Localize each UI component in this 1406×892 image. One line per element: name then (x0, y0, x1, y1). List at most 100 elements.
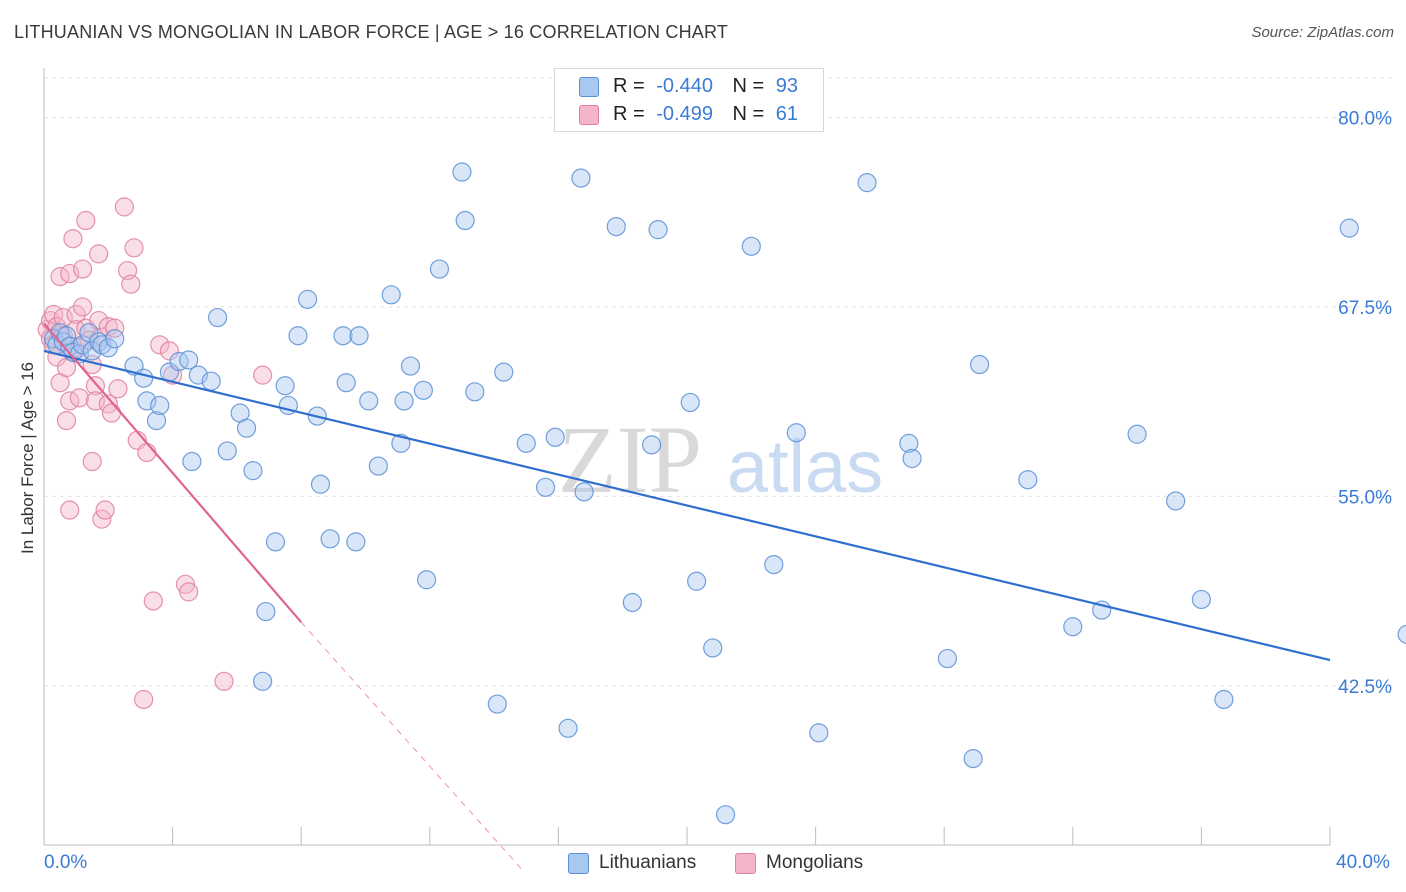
data-point (288, 326, 308, 346)
data-point (487, 694, 507, 714)
data-point (89, 332, 109, 352)
legend-swatch-lithuanians (579, 77, 599, 97)
data-point (69, 388, 89, 408)
data-point (72, 259, 93, 279)
data-point (60, 263, 80, 284)
data-point (1191, 589, 1212, 610)
y-tick-label: 80.0% (1338, 108, 1392, 129)
data-point (680, 392, 700, 413)
data-point (114, 197, 134, 217)
trendline-mongolians (43, 322, 303, 623)
data-point (969, 354, 990, 375)
data-point (256, 601, 276, 622)
data-point (899, 433, 919, 453)
r-value: -0.440 (656, 75, 713, 97)
data-point (82, 451, 102, 472)
source-note: Source: ZipAtlas.com (1251, 24, 1394, 41)
data-point (1018, 470, 1038, 490)
data-point (236, 418, 257, 438)
data-point (56, 326, 77, 346)
x-tick-min: 0.0% (44, 852, 88, 873)
y-tick-label: 67.5% (1338, 298, 1392, 319)
data-point (687, 571, 707, 591)
data-point (622, 592, 642, 613)
chart-title: LITHUANIAN VS MONGOLIAN IN LABOR FORCE |… (14, 22, 729, 42)
data-point (937, 648, 958, 669)
data-point (60, 500, 80, 520)
data-point (98, 317, 118, 337)
gridlines (44, 77, 1392, 687)
data-point (137, 442, 157, 463)
data-point (648, 220, 668, 240)
data-point (137, 391, 157, 411)
data-point (574, 482, 594, 502)
x-tick-max: 40.0% (1336, 852, 1390, 873)
data-point (1063, 617, 1083, 637)
legend-item-lithuanians[interactable]: Lithuanians (568, 852, 696, 874)
data-point (413, 380, 433, 400)
data-point (642, 435, 662, 455)
data-point (429, 259, 450, 279)
data-point (359, 391, 379, 411)
legend-swatch-mongolians (579, 105, 599, 125)
data-point (253, 671, 273, 691)
data-point (310, 474, 331, 494)
data-point (56, 411, 77, 431)
data-point (703, 638, 723, 658)
data-point (715, 805, 736, 825)
data-point (179, 582, 199, 602)
data-point (243, 461, 263, 481)
data-point (275, 376, 295, 396)
series-lithuanians (44, 162, 1406, 825)
data-point (764, 554, 784, 575)
data-point (159, 341, 179, 361)
data-point (265, 532, 286, 552)
data-point (298, 289, 318, 309)
data-point (76, 210, 96, 231)
data-point (452, 162, 472, 182)
n-value: 93 (775, 75, 799, 97)
data-point (169, 351, 189, 372)
data-point (963, 749, 983, 769)
data-point (1127, 424, 1147, 444)
data-point (134, 368, 154, 388)
r-label: R = (613, 75, 645, 97)
data-point (349, 326, 369, 346)
y-tick-label: 42.5% (1338, 677, 1392, 698)
data-point (1166, 491, 1186, 511)
data-point (455, 210, 475, 231)
trendline-lithuanians (43, 349, 1331, 662)
data-point (179, 350, 199, 370)
data-point (494, 362, 514, 382)
data-point (606, 217, 626, 237)
data-point (571, 168, 591, 188)
watermark-atlas: atlas (727, 425, 883, 508)
legend-label-mongolians: Mongolians (766, 852, 864, 873)
data-point (72, 335, 93, 355)
legend-row-mongolians: R = -0.499 N = 61 (555, 101, 823, 129)
series-legend: Lithuanians Mongolians (0, 852, 1406, 878)
trendlines (43, 322, 1331, 872)
legend-item-mongolians[interactable]: Mongolians (735, 852, 863, 874)
data-point (1214, 689, 1234, 710)
data-point (381, 285, 401, 305)
data-point (85, 376, 106, 396)
data-point (1339, 218, 1359, 238)
data-point (857, 173, 877, 193)
data-point (108, 379, 128, 399)
data-point (516, 433, 536, 453)
data-point (208, 307, 228, 328)
r-label: R = (613, 103, 645, 125)
data-point (786, 423, 806, 443)
watermark-zip: ZIP (558, 406, 702, 513)
data-point (1397, 624, 1406, 644)
data-point (902, 448, 922, 469)
y-tick-label: 55.0% (1338, 487, 1392, 508)
data-point (336, 373, 356, 393)
data-point (465, 382, 485, 402)
legend-swatch-lithuanians (568, 852, 589, 874)
data-point (134, 689, 154, 710)
trendline-mongolians-extension (300, 621, 524, 872)
data-point (124, 238, 144, 258)
data-point (535, 477, 556, 497)
